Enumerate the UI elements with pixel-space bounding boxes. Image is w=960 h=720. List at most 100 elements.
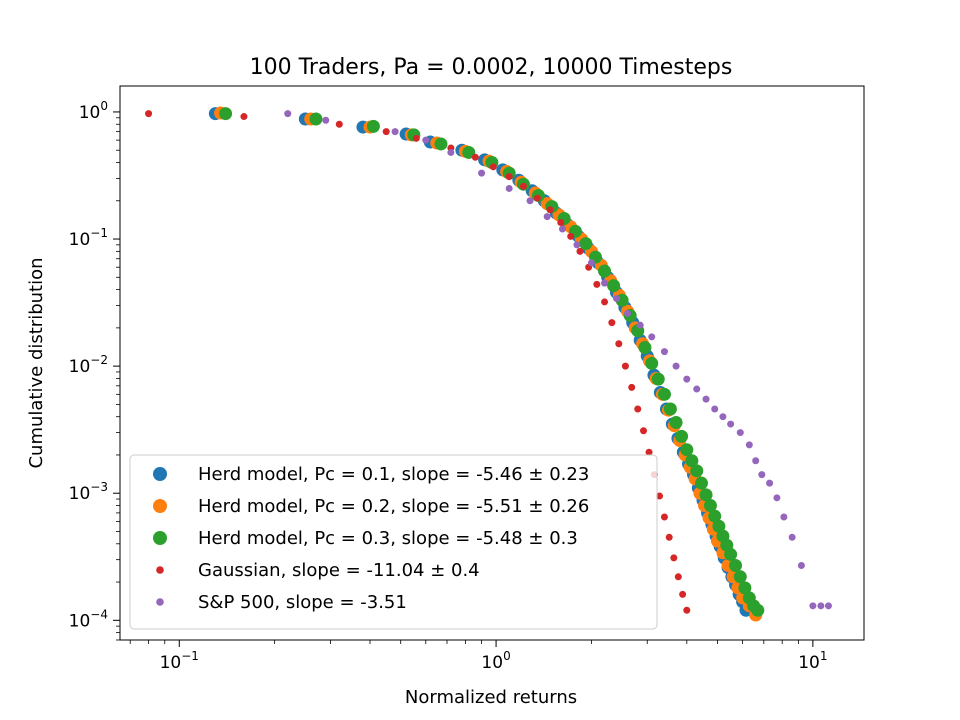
data-point [699,488,713,502]
data-point [766,479,774,487]
data-point [727,420,735,428]
data-point [335,120,343,128]
data-point [636,321,644,329]
data-point [752,457,760,465]
data-point [382,128,390,136]
data-point [505,173,513,181]
data-point [462,145,476,159]
data-point [758,471,766,479]
data-point [751,603,765,617]
data-point [519,182,527,190]
data-point [674,573,682,581]
data-point [579,237,593,251]
data-point [702,395,710,403]
data-point [657,387,671,401]
y-axis-ticks: 100 10−1 10−2 10−3 10−4 [69,99,120,641]
data-point [809,602,817,610]
x-tick-label: 101 [798,649,827,673]
data-point [736,429,744,437]
y-tick-label: 10−2 [69,353,108,377]
data-point [478,169,486,177]
data-point [817,602,825,610]
y-tick-label: 10−3 [69,480,108,504]
data-point [543,213,551,221]
data-point [773,494,781,502]
legend-item: Herd model, Pc = 0.3, slope = -5.48 ± 0.… [153,528,578,549]
data-point [670,554,678,562]
data-point [608,319,616,327]
data-point [391,128,399,136]
legend-marker [153,531,167,545]
data-point [719,413,727,421]
data-point [526,197,534,205]
data-point [573,241,581,249]
data-point [422,136,430,144]
x-tick-label: 100 [481,649,510,673]
data-point [660,348,668,356]
data-point [669,416,683,430]
data-point [284,110,292,118]
data-point [471,153,479,161]
data-point [672,362,680,370]
legend-label: S&P 500, slope = -3.51 [198,592,407,613]
data-point [219,107,233,121]
data-point [824,602,832,610]
data-point [447,148,455,156]
data-point [621,362,629,370]
data-point [685,454,699,468]
legend-item: Gaussian, slope = -11.04 ± 0.4 [156,560,480,581]
data-point [634,405,642,413]
data-point [683,606,691,614]
data-point [640,427,648,435]
data-point [645,448,653,456]
data-point [665,533,673,541]
data-point [660,513,668,521]
x-axis-ticks: 10−1 100 101 [129,640,828,673]
data-point [366,119,380,133]
series-3 [219,107,765,617]
x-tick-label: 10−1 [160,649,199,673]
data-point [145,110,153,118]
y-tick-label: 10−1 [69,226,108,250]
data-point [708,509,722,523]
data-point [694,476,708,490]
data-point [651,372,665,386]
data-point [712,519,726,533]
legend: Herd model, Pc = 0.1, slope = -5.46 ± 0.… [129,454,658,630]
data-point [322,116,330,124]
data-point [680,443,694,457]
data-point [533,194,541,202]
y-axis-label: Cumulative distribution [26,257,47,468]
data-point [733,570,747,584]
data-point [434,137,448,151]
data-point [615,340,623,348]
legend-label: Herd model, Pc = 0.3, slope = -5.48 ± 0.… [198,528,578,549]
data-point [576,247,584,255]
series-5 [284,110,832,610]
data-point [601,298,609,306]
data-point [729,558,743,572]
legend-item: Herd model, Pc = 0.1, slope = -5.46 ± 0.… [153,464,589,485]
data-point [593,280,601,288]
data-point [587,259,595,267]
data-point [628,383,636,391]
data-point [648,333,656,341]
data-point [638,341,652,355]
data-point [724,547,738,561]
data-point [598,264,612,278]
y-tick-label: 100 [79,99,108,123]
legend-items: Herd model, Pc = 0.1, slope = -5.46 ± 0.… [153,464,589,613]
data-point [797,561,805,569]
legend-marker [156,598,164,606]
data-point [601,279,609,287]
data-point [607,279,621,293]
data-point [645,356,659,370]
x-axis-label: Normalized returns [405,687,577,708]
data-point [683,375,691,383]
data-point [679,590,687,598]
data-point [738,581,752,595]
data-point [711,405,719,413]
data-point [567,232,575,240]
legend-marker [153,499,167,513]
